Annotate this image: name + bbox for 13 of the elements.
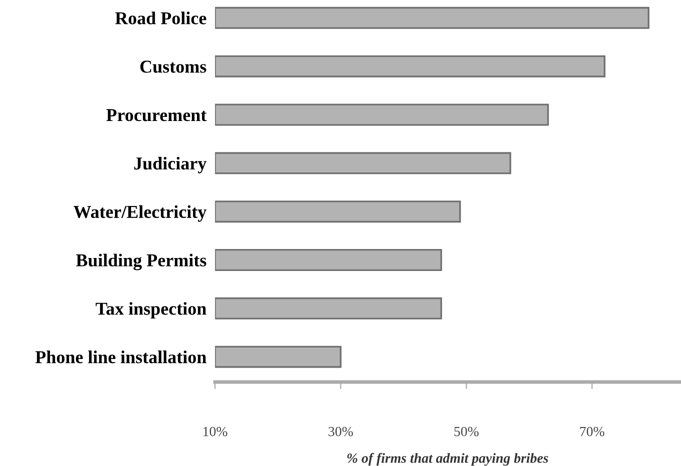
y-tick-label: Building Permits [76,254,206,270]
y-tick-label: Phone line installation [35,350,206,364]
y-tick-label: Water/Electricity [74,205,206,222]
y-tick-label: Judiciary [134,156,206,174]
x-axis-title: % of firms that admit paying bribes [347,452,548,466]
y-tick-label: Tax inspection [96,302,206,319]
x-tick-label: 50% [454,426,479,436]
x-tick-label: 10% [203,426,228,436]
x-tick-label: 70% [580,426,604,436]
y-tick-label: Procurement [106,109,207,122]
y-tick-label: Customs [140,60,206,73]
y-tick-label: Road Police [115,12,206,24]
x-tick-label: 30% [328,426,353,436]
